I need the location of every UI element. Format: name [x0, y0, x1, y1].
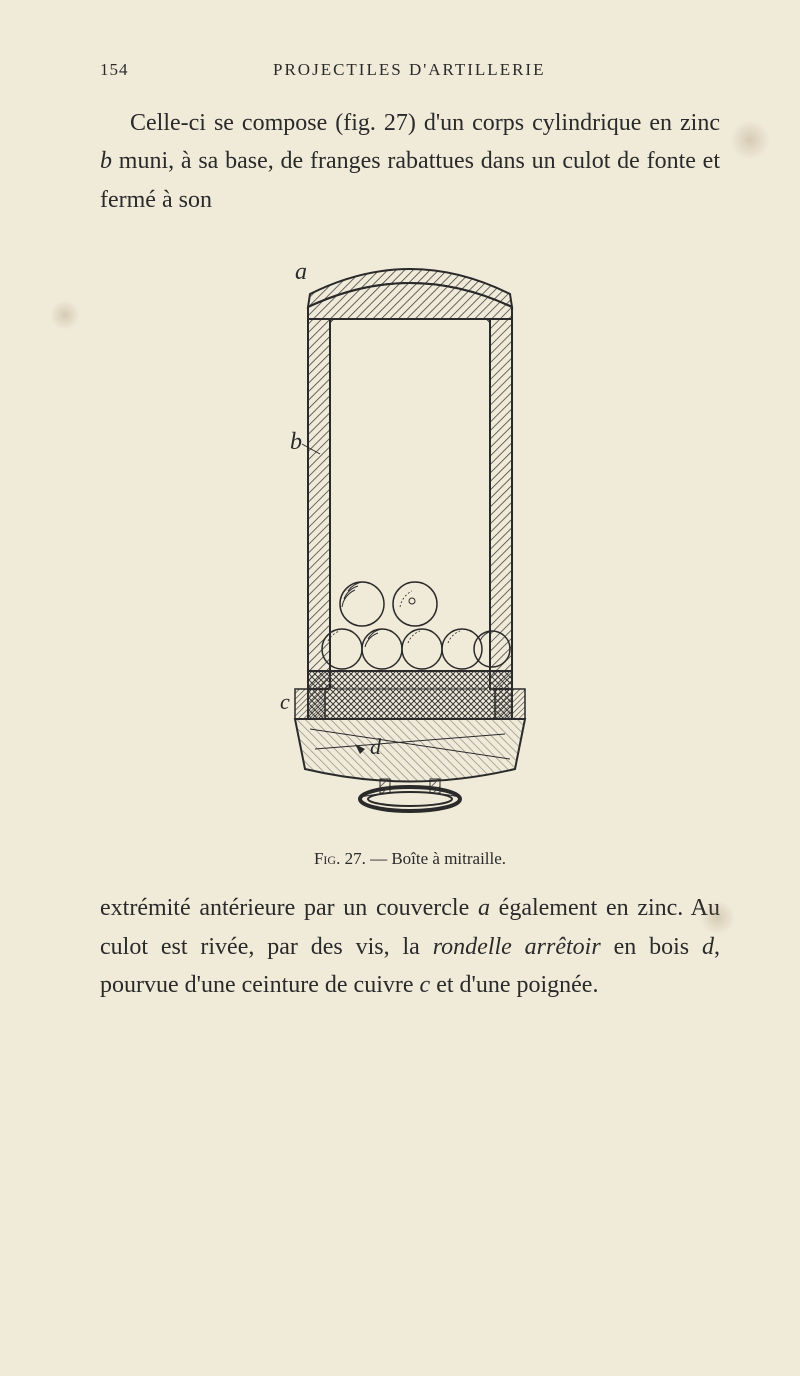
ball — [362, 629, 402, 669]
ball — [340, 582, 384, 626]
header-spacer — [690, 60, 720, 80]
ball — [402, 629, 442, 669]
p1-text-2: muni, à sa base, de franges rabattues da… — [100, 148, 720, 212]
rivet — [380, 779, 390, 793]
rivet — [430, 779, 440, 793]
p2-rondelle: rondelle arrêtoir — [433, 934, 601, 960]
p2-var-d: d — [702, 934, 714, 960]
p2-text-1: extrémité antérieure par un couvercle — [100, 895, 478, 921]
paragraph-1: Celle-ci se compose (fig. 27) d'un corps… — [100, 104, 720, 219]
label-d: d — [370, 734, 382, 759]
rondelle-hatch — [295, 719, 525, 782]
caption-text: Boîte à mitraille. — [391, 849, 506, 868]
wall-left — [308, 319, 330, 689]
p1-text-1: Celle-ci se compose (fig. 27) d'un corps… — [130, 110, 720, 136]
figure-caption: Fig. 27. — Boîte à mitraille. — [100, 849, 720, 869]
aging-spot — [50, 300, 80, 330]
p2-var-a: a — [478, 895, 490, 921]
label-b: b — [290, 429, 302, 455]
aging-spot — [730, 120, 770, 160]
c-region — [295, 689, 325, 719]
page-number: 154 — [100, 60, 129, 80]
caption-fig: Fig. — [314, 849, 340, 868]
mitraille-diagram: b a c d — [240, 239, 580, 839]
page-header: 154 PROJECTILES D'ARTILLERIE — [100, 60, 720, 80]
paragraph-2: extrémité antérieure par un couvercle a … — [100, 889, 720, 1004]
p2-text-5: et d'une poignée. — [430, 972, 598, 998]
running-head: PROJECTILES D'ARTILLERIE — [273, 60, 545, 80]
ball — [393, 582, 437, 626]
p2-var-c: c — [420, 972, 431, 998]
ball-dot — [409, 598, 415, 604]
label-c: c — [280, 689, 290, 714]
p1-var-b: b — [100, 148, 112, 174]
figure-container: b a c d — [100, 239, 720, 839]
p2-text-3: en bois — [601, 934, 702, 960]
caption-num: 27. — [345, 849, 366, 868]
ball — [442, 629, 482, 669]
label-a: a — [295, 259, 307, 285]
caption-dash: — — [370, 849, 387, 868]
c-region-right — [495, 689, 525, 719]
culot-base — [308, 671, 512, 719]
